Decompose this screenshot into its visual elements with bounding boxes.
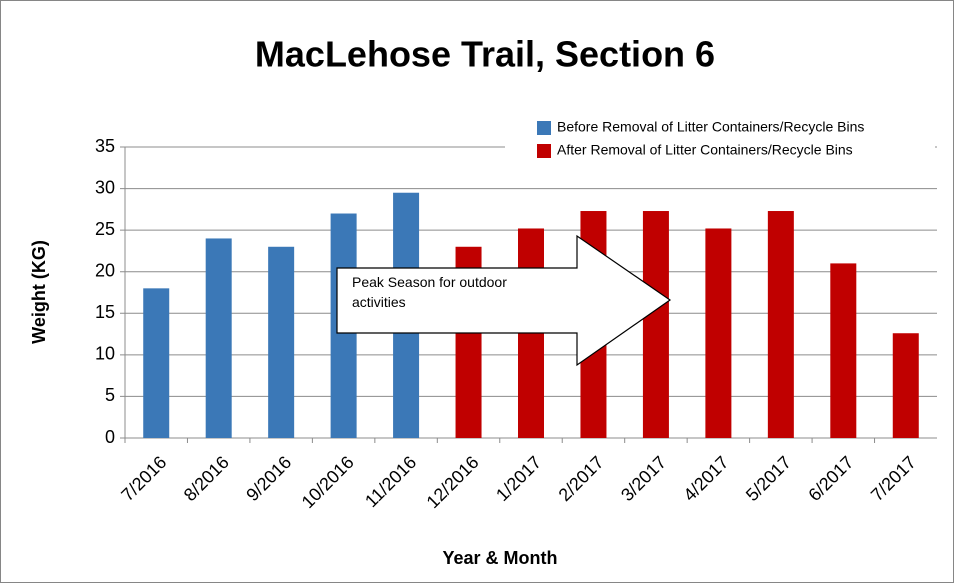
bar bbox=[705, 228, 732, 438]
legend-swatch bbox=[537, 144, 551, 158]
y-tick-label: 5 bbox=[105, 385, 115, 405]
y-tick-label: 20 bbox=[95, 260, 115, 280]
bar bbox=[830, 263, 857, 438]
bar bbox=[268, 246, 295, 438]
bar bbox=[892, 333, 919, 438]
legend-label: After Removal of Litter Containers/Recyc… bbox=[557, 142, 853, 158]
annotation-arrow bbox=[336, 234, 672, 367]
annotation-text: Peak Season for outdoor activities bbox=[352, 274, 507, 310]
y-tick-label: 0 bbox=[105, 427, 115, 447]
legend-background bbox=[505, 115, 935, 165]
y-tick-label: 30 bbox=[95, 177, 115, 197]
y-tick-label: 25 bbox=[95, 219, 115, 239]
y-tick-label: 15 bbox=[95, 302, 115, 322]
y-tick-label: 10 bbox=[95, 344, 115, 364]
chart-title: MacLehose Trail, Section 6 bbox=[255, 34, 715, 75]
y-axis-label: Weight (KG) bbox=[29, 240, 49, 344]
bar bbox=[767, 211, 794, 438]
y-tick-label: 35 bbox=[95, 136, 115, 156]
bar bbox=[205, 238, 232, 438]
legend-swatch bbox=[537, 121, 551, 135]
legend-label: Before Removal of Litter Containers/Recy… bbox=[557, 119, 864, 135]
bar bbox=[642, 211, 669, 438]
bar bbox=[143, 288, 170, 438]
annotation-box: Peak Season for outdoor activities bbox=[352, 274, 507, 310]
x-axis-label: Year & Month bbox=[442, 548, 557, 568]
